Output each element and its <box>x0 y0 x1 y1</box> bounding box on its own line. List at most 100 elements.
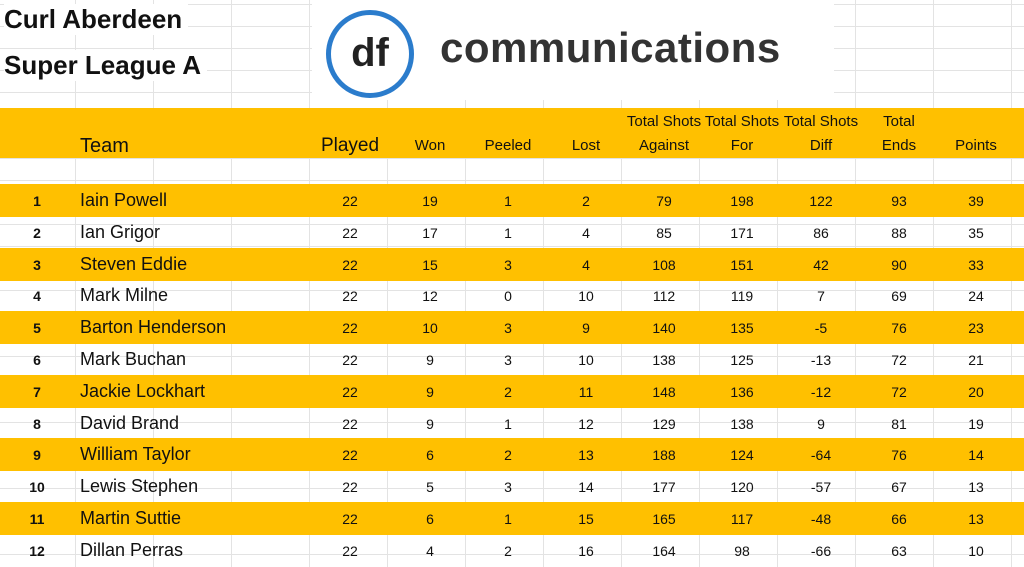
stat: 198 <box>730 193 754 209</box>
rank: 2 <box>33 224 41 241</box>
stat: -64 <box>810 447 832 464</box>
team-name: Dillan Perras <box>80 539 184 560</box>
stat: 5 <box>426 479 434 496</box>
stat: 76 <box>891 447 907 464</box>
title: Curl Aberdeen <box>4 4 189 35</box>
stat: 151 <box>730 256 754 273</box>
stat: 20 <box>968 383 984 400</box>
stat: 22 <box>342 415 358 432</box>
column-header: Total Shots <box>704 113 780 130</box>
stat: 21 <box>968 352 984 368</box>
stat: 42 <box>813 256 829 273</box>
stat: 177 <box>652 479 676 496</box>
stat: 2 <box>504 383 512 400</box>
stat: 2 <box>504 542 512 559</box>
stat: 85 <box>656 224 672 241</box>
stat: 39 <box>968 193 984 209</box>
stat: 72 <box>891 352 907 368</box>
stat: 2 <box>504 447 512 464</box>
stat: 4 <box>582 224 590 241</box>
stat: 19 <box>968 415 984 432</box>
stat: 9 <box>426 352 434 368</box>
stat: 81 <box>891 415 907 432</box>
stat: 112 <box>652 288 676 305</box>
stat: 79 <box>656 193 672 209</box>
stat: 69 <box>891 288 907 305</box>
logo: df communications <box>312 0 834 100</box>
rank: 5 <box>33 320 41 337</box>
row-band <box>0 438 1024 472</box>
header-band <box>0 108 1024 158</box>
logo-mark: df <box>326 10 414 98</box>
stat: 9 <box>426 383 434 400</box>
stat: 9 <box>817 415 825 432</box>
team-name: Steven Eddie <box>80 253 188 274</box>
stat: 122 <box>809 193 833 209</box>
column-header: Total <box>883 113 915 130</box>
column-header: Peeled <box>484 137 532 154</box>
row-band <box>0 311 1024 345</box>
stat: 22 <box>342 542 358 559</box>
stat: 24 <box>968 288 984 305</box>
stat: 135 <box>730 320 754 337</box>
team-name: Ian Grigor <box>80 221 161 242</box>
stat: -5 <box>814 320 828 337</box>
stat: 13 <box>578 447 594 464</box>
team-name: Lewis Stephen <box>80 476 199 497</box>
stat: 9 <box>582 320 590 337</box>
stat: 35 <box>968 224 984 241</box>
stat: 33 <box>968 256 984 273</box>
stat: 124 <box>730 447 754 464</box>
stat: 119 <box>730 288 754 305</box>
stat: 22 <box>342 224 358 241</box>
stat: 11 <box>578 383 594 400</box>
stat: 164 <box>652 542 676 559</box>
stat: 3 <box>504 352 512 368</box>
rank: 12 <box>29 542 45 559</box>
stat: 9 <box>426 415 434 432</box>
stat: 10 <box>578 352 594 368</box>
stat: 7 <box>817 288 825 305</box>
rank: 4 <box>33 288 41 305</box>
stat: 22 <box>342 479 358 496</box>
stat: 171 <box>730 224 754 241</box>
stat: 120 <box>730 479 754 496</box>
stat: 12 <box>578 415 594 432</box>
rank: 8 <box>33 415 41 432</box>
team-name: Mark Milne <box>80 285 169 306</box>
stat: 1 <box>504 415 512 432</box>
stat: 16 <box>578 542 594 559</box>
stat: 88 <box>891 224 907 241</box>
rank: 7 <box>33 383 41 400</box>
row-band <box>0 184 1024 217</box>
stat: 63 <box>891 542 907 559</box>
stat: -66 <box>810 542 832 559</box>
stat: 140 <box>652 320 676 337</box>
stat: 129 <box>652 415 676 432</box>
stat: 15 <box>422 256 438 273</box>
stat: 22 <box>342 383 358 400</box>
stat: 117 <box>730 511 754 527</box>
column-header: Total Shots <box>626 113 702 130</box>
team-name: Barton Henderson <box>80 317 227 338</box>
column-header: Played <box>320 135 380 156</box>
team-name: Martin Suttie <box>80 508 182 528</box>
stat: 6 <box>426 511 434 527</box>
stat: 22 <box>342 256 358 273</box>
column-header: Won <box>414 137 446 154</box>
stat: 4 <box>426 542 434 559</box>
stat: 12 <box>422 288 438 305</box>
stat: 67 <box>891 479 907 496</box>
stat: 90 <box>891 256 907 273</box>
rank: 10 <box>29 479 45 496</box>
stat: -48 <box>810 511 832 527</box>
rank: 1 <box>33 193 41 209</box>
rank: 11 <box>29 511 45 527</box>
stat: 1 <box>504 193 512 209</box>
row-band <box>0 502 1024 535</box>
rank: 3 <box>33 256 41 273</box>
team-name: Iain Powell <box>80 190 168 210</box>
stat: 4 <box>582 256 590 273</box>
stat: 6 <box>426 447 434 464</box>
stat: 23 <box>968 320 984 337</box>
